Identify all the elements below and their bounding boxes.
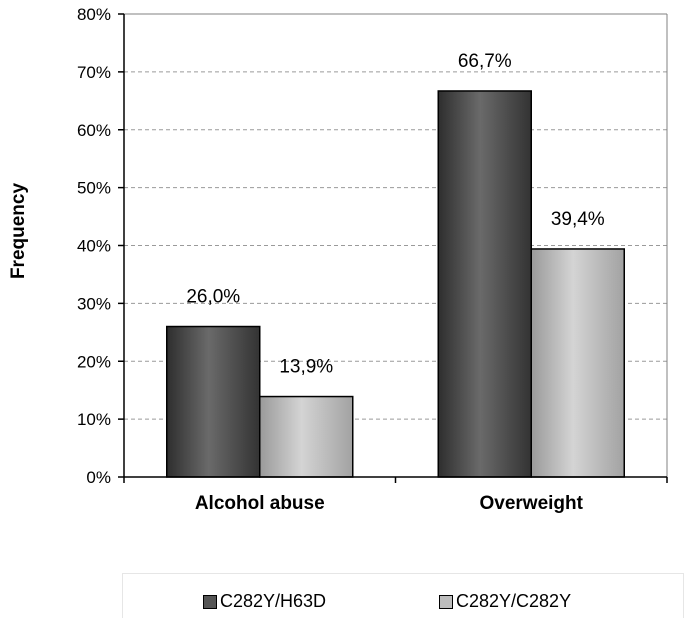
bar bbox=[259, 395, 354, 478]
legend-label: C282Y/H63D bbox=[220, 591, 327, 611]
y-tick-label: 60% bbox=[77, 121, 111, 140]
data-label: 39,4% bbox=[551, 209, 605, 230]
y-tick-label: 30% bbox=[77, 294, 111, 313]
x-category-label: Alcohol abuse bbox=[195, 493, 325, 514]
legend-swatch-dark bbox=[203, 594, 217, 609]
bars bbox=[166, 90, 625, 478]
bar-chart: 0% 10% 20% 30% 40% 50% 60% 70% 80% Alcohol abuse 2… bbox=[8, 5, 668, 514]
bar bbox=[530, 248, 625, 478]
y-tick-label: 80% bbox=[77, 5, 111, 24]
legend-swatch-light bbox=[439, 594, 453, 609]
bar bbox=[166, 325, 261, 478]
bar bbox=[437, 90, 532, 478]
y-tick-label: 70% bbox=[77, 63, 111, 82]
x-category-label: Overweight bbox=[480, 493, 584, 514]
legend-item-series-1: C282Y/H63D bbox=[203, 591, 326, 612]
data-label: 26,0% bbox=[186, 287, 240, 308]
y-tick-label: 50% bbox=[77, 179, 111, 198]
y-tick-label: 0% bbox=[86, 468, 111, 487]
legend-label: C282Y/C282Y bbox=[456, 591, 572, 611]
data-label: 13,9% bbox=[279, 357, 333, 378]
data-label: 66,7% bbox=[458, 51, 512, 72]
y-tick-label: 20% bbox=[77, 352, 111, 371]
labels: 0% 10% 20% 30% 40% 50% 60% 70% 80% Alcohol abuse 2… bbox=[77, 5, 605, 514]
axes bbox=[118, 13, 668, 483]
legend-item-series-2: C282Y/C282Y bbox=[439, 591, 571, 612]
y-tick-label: 40% bbox=[77, 237, 111, 256]
legend: C282Y/H63D C282Y/C282Y bbox=[122, 573, 684, 618]
y-tick-label: 10% bbox=[77, 410, 111, 429]
y-axis-label: Frequency bbox=[8, 183, 29, 280]
